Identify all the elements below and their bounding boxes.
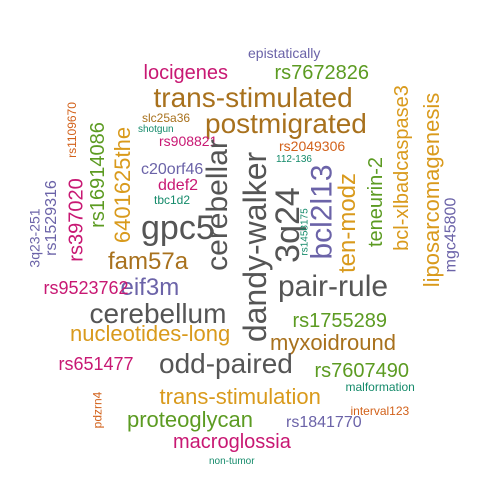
word-fam57a: fam57a xyxy=(108,248,189,275)
word-interval123: interval123 xyxy=(350,404,410,418)
word-liposarcomagenesis: liposarcomagenesis xyxy=(419,92,445,288)
word-malformation: malformation xyxy=(345,380,415,394)
word-rs7672826: rs7672826 xyxy=(274,62,370,84)
word-odd-paired: odd-paired xyxy=(159,348,293,379)
word-rs1109670: rs1109670 xyxy=(64,102,79,158)
word-cerebellum: cerebellum xyxy=(89,298,227,329)
word-ten-modz: ten-modz xyxy=(334,172,362,274)
word-rs9523762: rs9523762 xyxy=(43,278,129,298)
word-mgc45800: mgc45800 xyxy=(441,197,459,273)
word-nucleotides-long: nucleotides-long xyxy=(70,321,231,346)
word-rs1755289: rs1755289 xyxy=(292,310,388,332)
word-teneurin-2: teneurin-2 xyxy=(365,156,388,248)
word-macroglossia: macroglossia xyxy=(173,431,291,453)
word-epistatically: epistatically xyxy=(248,45,321,61)
word-cerebellar: cerebellar xyxy=(200,139,234,271)
word-postmigrated: postmigrated xyxy=(205,108,367,139)
word-rs1841770: rs1841770 xyxy=(286,414,362,431)
word-ddef2: ddef2 xyxy=(158,177,199,194)
word-pair-rule: pair-rule xyxy=(278,270,389,303)
word-rs7607490: rs7607490 xyxy=(314,360,410,382)
word-trans-stimulated: trans-stimulated xyxy=(153,82,353,113)
word-trans-stimulation: trans-stimulation xyxy=(159,384,321,409)
word-proteoglycan: proteoglycan xyxy=(127,407,253,432)
word-tbc1d2: tbc1d2 xyxy=(154,193,191,207)
word-locigenes: locigenes xyxy=(143,62,229,84)
word-rs651477: rs651477 xyxy=(58,354,134,374)
word-rs1458175: rs1458175 xyxy=(299,208,311,256)
word-rs2049306: rs2049306 xyxy=(279,138,346,154)
word-rs908821: rs908821 xyxy=(159,133,218,149)
word-bcl-xlbadcaspase3: bcl-xlbadcaspase3 xyxy=(390,85,413,251)
word-c20orf46: c20orf46 xyxy=(141,161,204,178)
word-myxoidround: myxoidround xyxy=(270,330,396,355)
word-rs16914086: rs16914086 xyxy=(86,122,109,228)
word-pdzrn4: pdzrn4 xyxy=(89,391,104,429)
word-gpc5: gpc5 xyxy=(141,209,215,247)
word-6401625the: 6401625the xyxy=(110,126,136,244)
word-3q23-251: 3q23-251 xyxy=(26,208,43,268)
word-112-136: 112-136 xyxy=(276,154,312,165)
word-shotgun: shotgun xyxy=(138,124,174,135)
word-rs397020: rs397020 xyxy=(65,178,88,262)
word-eif3m: eif3m xyxy=(120,274,180,301)
word-non-tumor: non-tumor xyxy=(209,456,255,467)
word-slc25a36: slc25a36 xyxy=(142,111,191,125)
word-dandy-walker: dandy-walker xyxy=(237,151,274,343)
word-rs1529316: rs1529316 xyxy=(42,180,60,256)
word-bcl2l13: bcl2l13 xyxy=(305,164,339,260)
